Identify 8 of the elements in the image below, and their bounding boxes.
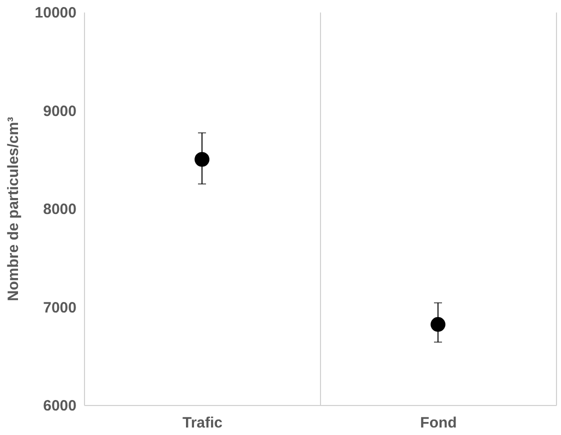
y-tick-label: 9000 (43, 102, 76, 120)
y-tick-label: 6000 (43, 398, 76, 414)
y-axis-title: Nombre de particules/cm³ (4, 116, 22, 302)
y-tick-label: 7000 (43, 299, 76, 316)
x-tick-label: Trafic (182, 414, 223, 432)
y-tick-label: 10000 (34, 4, 76, 22)
y-tick-label: 8000 (43, 201, 76, 218)
x-tick-label: Fond (420, 414, 457, 432)
